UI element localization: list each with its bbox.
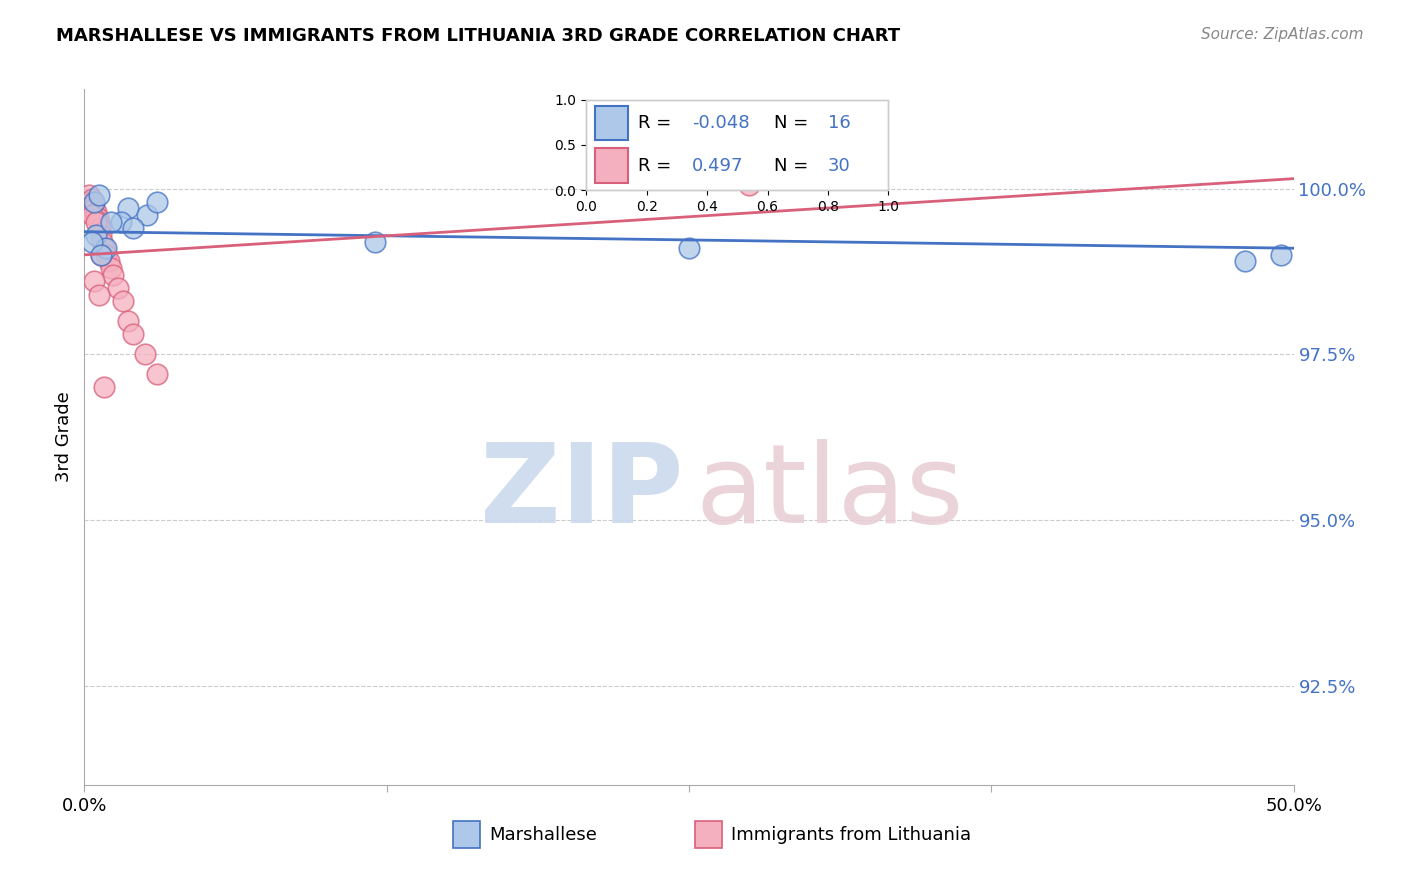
Point — [94, 241, 117, 255]
Point — [82, 198, 104, 212]
Point — [80, 192, 103, 206]
Point — [91, 235, 114, 249]
Bar — [695, 822, 721, 847]
Text: ZIP: ZIP — [479, 439, 683, 546]
Text: MARSHALLESE VS IMMIGRANTS FROM LITHUANIA 3RD GRADE CORRELATION CHART: MARSHALLESE VS IMMIGRANTS FROM LITHUANIA… — [56, 27, 900, 45]
Point — [80, 235, 103, 249]
Point — [77, 188, 100, 202]
Point — [86, 215, 108, 229]
Text: atlas: atlas — [695, 439, 963, 546]
Point — [90, 227, 112, 242]
Point — [146, 367, 169, 381]
Point — [107, 281, 129, 295]
Point — [100, 215, 122, 229]
Point — [1270, 248, 1292, 262]
Point — [84, 208, 107, 222]
Point — [100, 261, 122, 276]
Text: Source: ZipAtlas.com: Source: ZipAtlas.com — [1201, 27, 1364, 42]
Point — [80, 208, 103, 222]
Point — [146, 194, 169, 209]
Point — [86, 227, 108, 242]
Point — [110, 215, 132, 229]
Point — [90, 248, 112, 262]
Point — [93, 380, 115, 394]
Point — [86, 204, 108, 219]
Point — [89, 221, 111, 235]
Point — [117, 314, 139, 328]
Y-axis label: 3rd Grade: 3rd Grade — [55, 392, 73, 483]
Point — [103, 268, 125, 282]
Point — [738, 178, 761, 193]
Point — [97, 254, 120, 268]
Point — [87, 215, 110, 229]
Point — [87, 188, 110, 202]
Point — [79, 194, 101, 209]
Point — [678, 241, 700, 255]
Text: Immigrants from Lithuania: Immigrants from Lithuania — [731, 826, 972, 844]
Point — [134, 347, 156, 361]
Point — [94, 248, 117, 262]
Point — [1234, 254, 1257, 268]
Point — [83, 274, 105, 288]
Point — [83, 202, 105, 216]
Point — [83, 194, 105, 209]
Point — [86, 211, 108, 226]
Bar — [453, 822, 479, 847]
Point — [90, 248, 112, 262]
Point — [363, 235, 385, 249]
Text: Marshallese: Marshallese — [489, 826, 598, 844]
Point — [93, 241, 115, 255]
Point — [87, 287, 110, 301]
Point — [112, 294, 135, 309]
Point — [121, 327, 143, 342]
Point — [136, 208, 159, 222]
Point — [121, 221, 143, 235]
Point — [117, 202, 139, 216]
